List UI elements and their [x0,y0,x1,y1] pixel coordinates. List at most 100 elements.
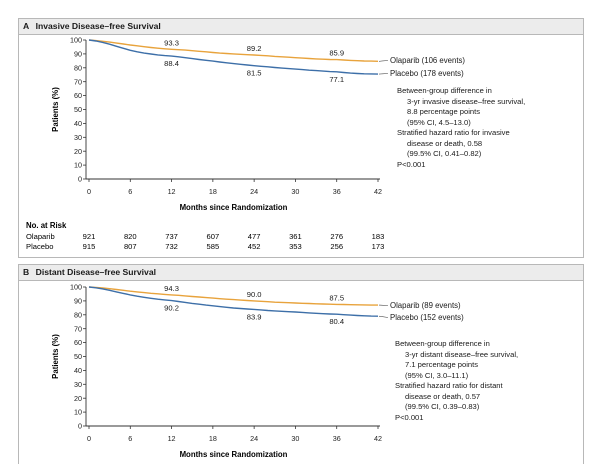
data-label: 81.5 [247,69,262,78]
at-risk-value: 452 [248,242,261,251]
stats-line: Between-group difference in [397,86,492,95]
x-tick-label: 0 [87,187,91,196]
y-tick-label: 50 [74,105,82,114]
x-tick-label: 12 [168,187,176,196]
data-label: 90.0 [247,290,262,299]
y-tick-label: 70 [74,77,82,86]
y-tick-label: 80 [74,63,82,72]
x-tick-label: 12 [168,434,176,443]
data-label: 93.3 [164,38,179,47]
stats-line: (99.5% CI, 0.41–0.82) [407,149,482,158]
panel-b: B Distant Disease–free Survival [18,264,584,464]
y-tick-label: 90 [74,50,82,59]
x-axis-title: Months since Randomization [180,450,288,459]
x-tick-label: 36 [333,187,341,196]
stats-line: 7.1 percentage points [405,360,479,369]
legend-leader [378,315,389,318]
at-risk-value: 607 [207,232,220,241]
stats-line: (99.5% CI, 0.39–0.83) [405,402,480,411]
legend-leader [378,60,389,62]
at-risk-value: 477 [248,232,261,241]
stats-line: 8.8 percentage points [407,107,481,116]
y-tick-label: 10 [74,408,82,417]
stats-line: P<0.001 [395,412,424,422]
x-tick-label: 30 [291,434,299,443]
stats-line: (95% CI, 3.0–11.1) [405,370,469,380]
y-tick-label: 100 [70,283,82,292]
at-risk-value: 276 [330,232,343,241]
data-label: 94.3 [164,284,179,293]
x-tick-label: 42 [374,434,382,443]
y-tick-label: 60 [74,91,82,100]
panel-b-header: B Distant Disease–free Survival [19,265,583,281]
at-risk-value: 807 [124,242,137,251]
series-line-placebo [88,286,379,317]
stats-line: 3-yr distant disease–free survival, [405,349,519,359]
stats-line: Between-group difference in [395,339,490,348]
x-tick-label: 30 [291,187,299,196]
y-tick-label: 40 [74,119,82,128]
legend-label-placebo: Placebo (178 events) [390,69,464,78]
y-tick-label: 0 [78,422,82,431]
x-tick-label: 24 [250,187,258,196]
series-line-olaparib [88,286,378,306]
at-risk-value: 820 [124,232,137,241]
y-tick-label: 20 [74,147,82,156]
legend-label-olaparib: Olaparib (106 events) [390,56,465,65]
series-line-olaparib [88,39,379,62]
legend-leader [378,73,389,75]
at-risk-value: 915 [83,242,96,251]
at-risk-value: 732 [165,242,178,251]
at-risk-value: 173 [372,242,385,251]
y-tick-label: 10 [74,161,82,170]
panel-a-title: Invasive Disease–free Survival [35,21,161,31]
at-risk-value: 585 [207,242,220,251]
y-tick-label: 30 [74,133,82,142]
y-tick-label: 30 [74,380,82,389]
stats-line: disease or death, 0.58 [407,138,483,148]
x-tick-label: 24 [250,434,258,443]
at-risk-value: 921 [83,232,96,241]
stats-line: Stratified hazard ratio for invasive [397,128,510,137]
x-tick-label: 42 [374,187,382,196]
y-tick-label: 80 [74,310,82,319]
data-label: 77.1 [329,75,344,84]
data-label: 88.4 [164,59,179,68]
at-risk-row-label: Olaparib [26,232,55,241]
at-risk-row-label: Placebo [26,242,53,251]
x-tick-label: 6 [128,187,132,196]
y-axis-title: Patients (%) [51,334,60,379]
x-tick-label: 36 [333,434,341,443]
y-tick-label: 70 [74,324,82,333]
legend-label-olaparib: Olaparib (89 events) [390,301,461,310]
panel-a-stats: Between-group difference in 3-yr invasive… [397,86,567,170]
data-label: 87.5 [329,293,344,302]
panel-b-title: Distant Disease–free Survival [35,267,156,277]
data-label: 89.2 [247,44,262,53]
legend-label-placebo: Placebo (152 events) [390,313,464,322]
at-risk-value: 183 [372,232,385,241]
x-tick-label: 0 [87,434,91,443]
at-risk-value: 361 [289,232,302,241]
data-label: 83.9 [247,312,262,321]
series-line-placebo [88,39,379,75]
y-tick-label: 20 [74,394,82,403]
y-tick-label: 50 [74,352,82,361]
y-tick-label: 100 [70,36,82,45]
y-tick-label: 90 [74,297,82,306]
x-axis-title: Months since Randomization [180,203,288,212]
stats-line: (95% CI, 4.5–13.0) [407,117,471,127]
panel-a-letter: A [23,21,30,31]
y-tick-label: 60 [74,338,82,347]
panel-b-letter: B [23,267,30,277]
data-label: 90.2 [164,304,179,313]
x-tick-label: 6 [128,434,132,443]
panel-a-header: A Invasive Disease–free Survival [19,19,583,35]
x-tick-label: 18 [209,187,217,196]
x-tick-label: 18 [209,434,217,443]
y-tick-label: 0 [78,175,82,184]
at-risk-value: 353 [289,242,302,251]
panel-b-stats: Between-group difference in 3-yr distant … [395,339,565,423]
